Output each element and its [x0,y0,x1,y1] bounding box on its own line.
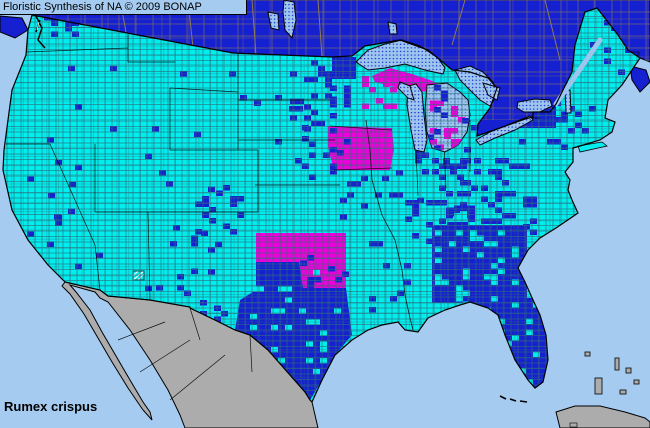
map-title-bar: Floristic Synthesis of NA © 2009 BONAP [0,0,247,15]
species-label: Rumex crispus [4,399,98,414]
